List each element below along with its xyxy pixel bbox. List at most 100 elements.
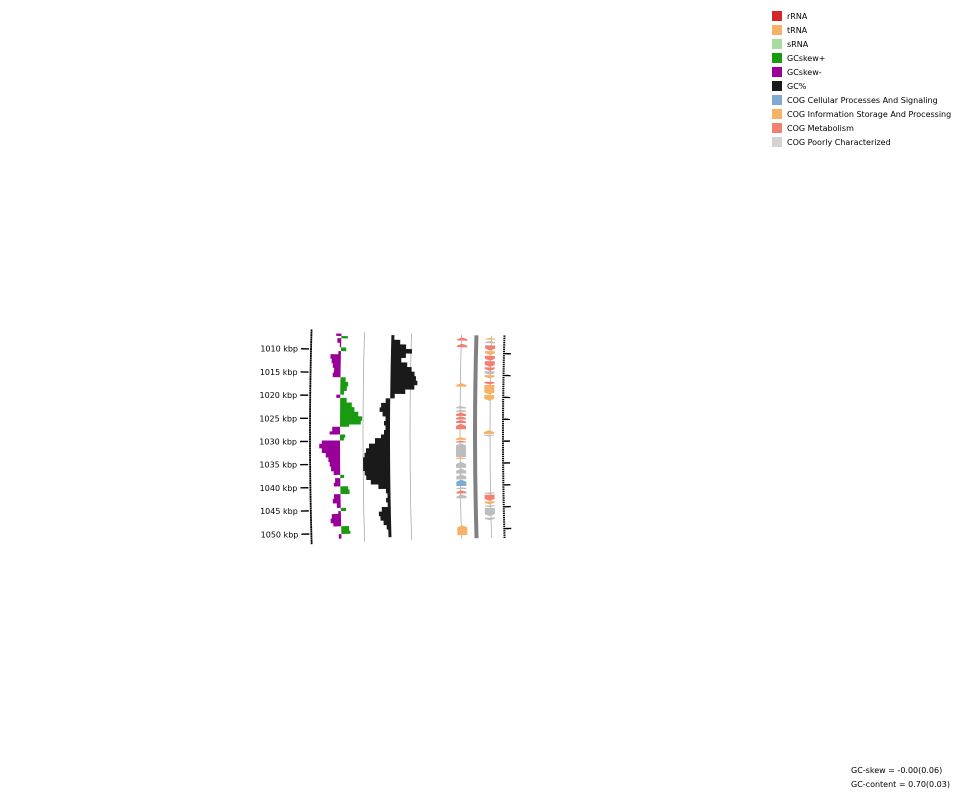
legend-label: COG Metabolism [787,123,854,133]
tick-label: 1025 kbp [259,414,297,423]
ring-dot [309,493,312,496]
legend-item-cog-poorly: COG Poorly Characterized [772,135,958,149]
ring-dot [310,539,313,542]
ring-dot [310,331,313,334]
ring-dot [310,532,313,535]
tick-label: 1035 kbp [259,461,297,470]
gene-arrow [485,517,496,521]
gene-arrow [484,492,495,495]
ring-dot [310,521,312,524]
gene-arrow [456,440,467,443]
gene-arrow [484,355,495,361]
ring-dot [309,426,311,429]
reverse-strand-genes [456,337,468,536]
gc-skew-segment [336,333,342,336]
ring-dot [309,472,312,475]
gene-arrow [456,437,466,440]
legend-item-rrna: rRNA [772,9,958,23]
gene-arrow [456,457,467,459]
gene-arrow [456,443,467,458]
tick-label: 1020 kbp [260,391,298,400]
outer-tick-ring [501,335,512,539]
ring-dot [309,456,311,459]
gc-content-segment [363,398,392,538]
legend-swatch [772,25,782,35]
gene-arrow [457,343,468,348]
legend-item-gc-percent: GC% [772,79,958,93]
legend-item-gcskew-plus: GCskew+ [772,51,958,65]
ring-line [459,334,462,539]
legend-swatch [772,67,782,77]
ring-dot [310,348,312,350]
gc-skew-segment [340,474,345,479]
ring-dot [309,475,312,478]
gc-skew-segment [329,426,341,435]
legend-swatch [772,11,782,21]
ring-dot [310,341,313,344]
legend-item-gcskew-minus: GCskew- [772,65,958,79]
backbone-line [473,335,479,539]
ring-dot [309,415,311,418]
gene-arrow [457,525,468,536]
ring-dot [310,514,312,517]
ring-dot [309,384,312,387]
legend-item-trna: tRNA [772,23,958,37]
gc-skew-segment [330,511,342,527]
gc-skew-segment [341,335,348,339]
legend-item-srna: sRNA [772,37,958,51]
gene-arrow [456,474,467,480]
ring-dot [309,445,311,448]
gene-arrow [456,412,467,416]
gene-arrow [457,337,468,341]
ring-dot [309,389,312,392]
ring-dot [309,359,312,362]
ring-dot [309,382,312,385]
ring-dot [309,512,312,515]
ring-dot [309,364,312,367]
ring-dot [309,435,311,438]
legend-label: COG Information Storage And Processing [787,109,952,119]
ring-dot [309,410,311,413]
legend-swatch [772,123,782,133]
ring-dot [309,361,312,364]
gc-skew-segment [319,440,341,475]
ring-dot [310,530,313,533]
ring-dot [310,523,313,526]
gene-arrow [456,419,467,424]
legend-swatch [772,81,782,91]
gene-arrow [485,345,496,351]
ring-dot [309,447,311,450]
gene-arrow [484,384,495,395]
ring-dot [309,424,311,427]
ring-dot [309,479,312,482]
ring-dot [309,484,312,487]
ring-dot [309,463,312,466]
ring-dot [309,354,312,357]
legend-label: GC% [787,81,807,91]
ring-dot [310,526,313,529]
gene-arrow [456,487,467,490]
gc-skew-segment [338,534,342,539]
ring-dot [309,368,312,371]
ring-dot [309,373,312,376]
ring-dot [309,378,312,381]
ring-dot [309,507,312,510]
ring-dot [309,498,312,501]
ring-dot [309,394,312,397]
ring-dot [310,519,312,522]
legend: rRNA tRNA sRNA GCskew+ GCskew- GC% COG C… [772,9,958,149]
legend-label: sRNA [787,39,809,49]
ring-dot [309,428,311,431]
legend-label: GCskew- [787,67,822,77]
gc-skew-segment [337,338,342,348]
ring-dot [310,350,312,353]
ring-dot [309,491,312,494]
gene-arrow [484,375,495,379]
ring-dot [309,396,312,399]
ring-dot [309,375,312,378]
gene-arrow [456,406,467,409]
ring-dot [309,502,312,505]
ring-dot [309,495,312,498]
gene-arrow [456,409,467,412]
ring-line [362,332,365,542]
